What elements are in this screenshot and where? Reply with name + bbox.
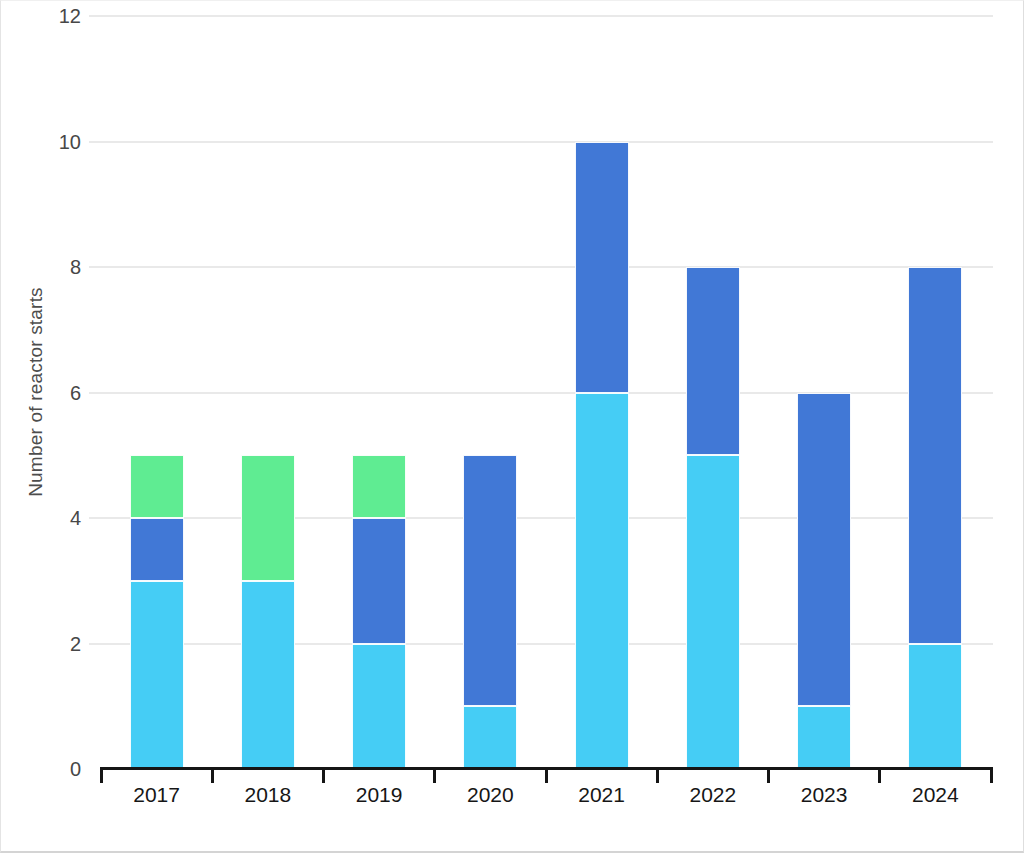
bar-segment-2019-blue-segment	[352, 518, 406, 644]
gridline-y10	[89, 141, 993, 143]
x-tick-label-2019: 2019	[324, 781, 435, 809]
bar-2021	[575, 142, 629, 770]
bar-segment-2018-light-blue-segment	[241, 581, 295, 769]
bar-2022	[686, 267, 740, 769]
y-tick-label-2: 2	[1, 631, 81, 657]
bar-segment-2017-light-blue-segment	[130, 581, 184, 769]
bar-segment-2022-blue-segment	[686, 267, 740, 455]
gridline-y4	[89, 517, 993, 519]
bar-2023	[797, 393, 851, 770]
y-tick-label-6: 6	[1, 380, 81, 406]
bar-segment-2019-light-blue-segment	[352, 644, 406, 770]
x-tick-label-2023: 2023	[769, 781, 880, 809]
bar-segment-2021-light-blue-segment	[575, 393, 629, 770]
y-tick-label-12: 12	[1, 3, 81, 29]
gridline-y2	[89, 643, 993, 645]
gridline-y12	[89, 15, 993, 17]
bar-segment-2024-blue-segment	[908, 267, 962, 644]
x-tick-label-2022: 2022	[657, 781, 768, 809]
bar-2020	[463, 455, 517, 769]
bar-2017	[130, 455, 184, 769]
bar-segment-2018-green-segment	[241, 455, 295, 581]
chart-card: Number of reactor starts 024681012201720…	[0, 0, 1024, 853]
x-tick-label-2017: 2017	[101, 781, 212, 809]
bar-segment-2023-light-blue-segment	[797, 706, 851, 769]
y-tick-label-10: 10	[1, 129, 81, 155]
bar-segment-2024-light-blue-segment	[908, 644, 962, 770]
x-tick-label-2018: 2018	[212, 781, 323, 809]
gridline-y8	[89, 266, 993, 268]
gridline-y6	[89, 392, 993, 394]
bar-segment-2017-blue-segment	[130, 518, 184, 581]
bar-2019	[352, 455, 406, 769]
bar-segment-2020-light-blue-segment	[463, 706, 517, 769]
y-tick-label-4: 4	[1, 505, 81, 531]
bar-segment-2017-green-segment	[130, 455, 184, 518]
x-tick-label-2020: 2020	[435, 781, 546, 809]
bar-segment-2020-blue-segment	[463, 455, 517, 706]
bar-2018	[241, 455, 295, 769]
bar-2024	[908, 267, 962, 769]
bar-segment-2022-light-blue-segment	[686, 455, 740, 769]
bar-segment-2023-blue-segment	[797, 393, 851, 707]
x-tick-label-2024: 2024	[880, 781, 991, 809]
y-tick-label-8: 8	[1, 254, 81, 280]
y-tick-label-0: 0	[1, 756, 81, 782]
x-tick-label-2021: 2021	[546, 781, 657, 809]
bar-segment-2021-blue-segment	[575, 142, 629, 393]
bar-segment-2019-green-segment	[352, 455, 406, 518]
